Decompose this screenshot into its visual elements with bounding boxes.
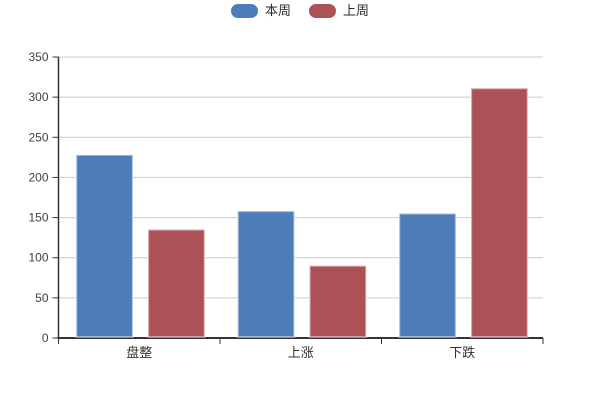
bar-series0-cat0[interactable] [75, 153, 134, 338]
legend-label: 上周 [343, 3, 370, 18]
legend-swatch-icon [309, 4, 336, 18]
y-axis-tick-label: 50 [35, 291, 49, 305]
y-axis-tick-label: 100 [28, 251, 48, 265]
y-axis-tick-label: 200 [28, 170, 48, 184]
bar-series1-cat1[interactable] [308, 264, 368, 338]
bar-series1-cat0[interactable] [147, 228, 206, 338]
y-axis-tick-label: 0 [42, 331, 49, 345]
bar-series1-cat2[interactable] [470, 87, 529, 338]
x-axis-category-label: 下跌 [449, 345, 475, 360]
y-axis-tick-label: 300 [28, 90, 48, 104]
x-axis-category-label: 上涨 [288, 345, 314, 360]
y-axis-tick-label: 150 [28, 211, 48, 225]
chart-legend: 本周 上周 [0, 4, 600, 18]
x-axis-category-label: 盘整 [126, 345, 152, 360]
legend-item-series1[interactable]: 上周 [309, 4, 369, 18]
legend-swatch-icon [230, 4, 258, 18]
bar-series0-cat2[interactable] [398, 212, 457, 338]
legend-item-series0[interactable]: 本周 [230, 3, 291, 18]
legend-label: 本周 [264, 3, 291, 18]
y-axis-tick-label: 350 [28, 50, 48, 64]
y-axis-tick-label: 250 [28, 130, 48, 144]
bar-series0-cat1[interactable] [236, 210, 296, 338]
